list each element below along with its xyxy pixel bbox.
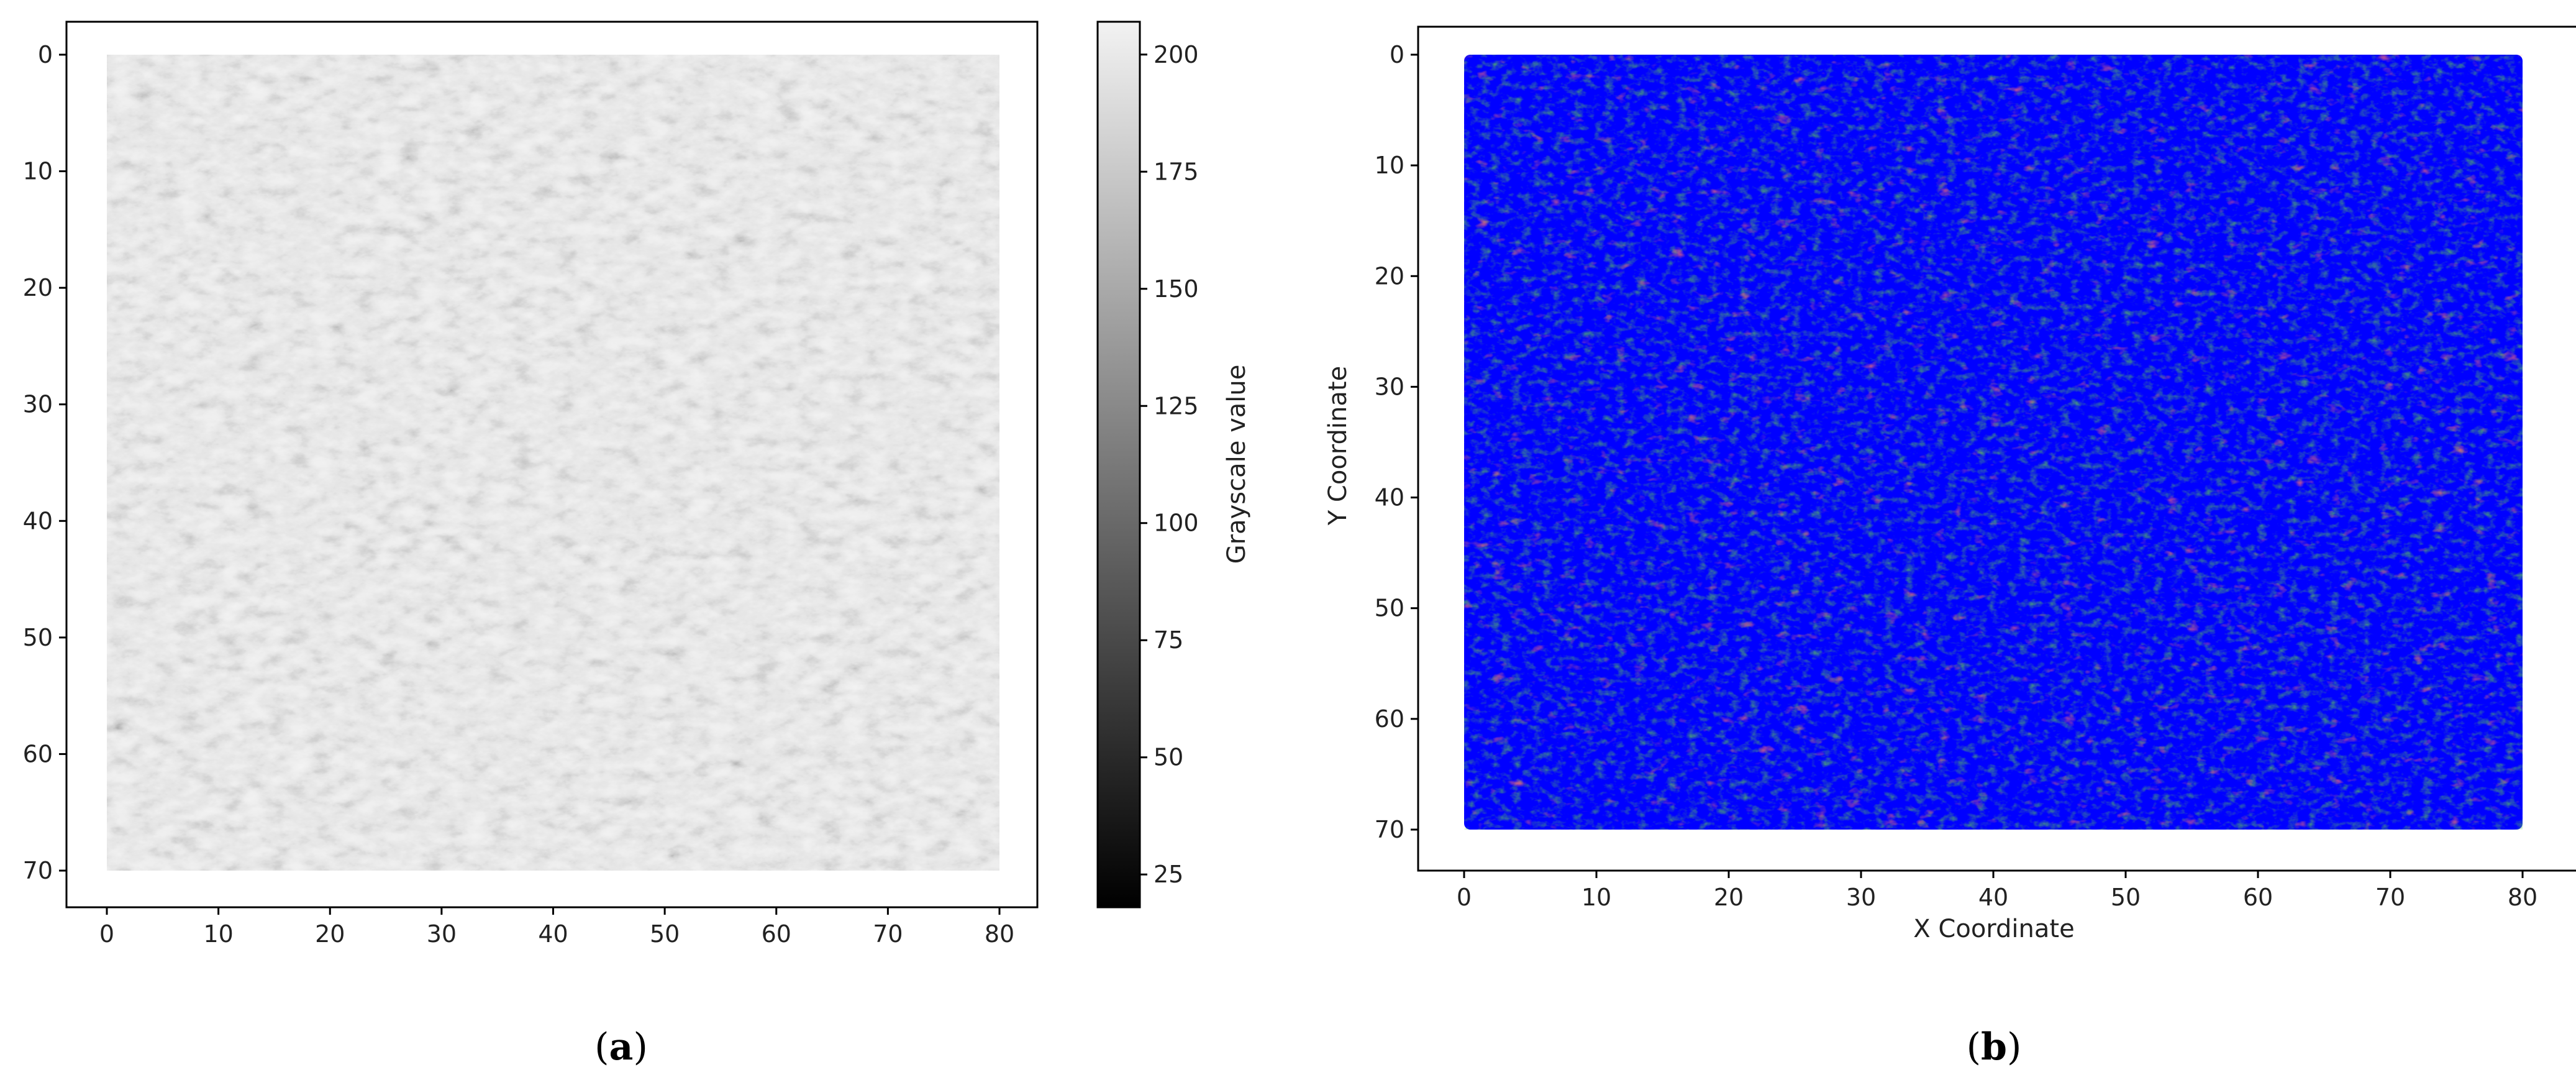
y-tick-label: 60 [23,740,53,767]
panel-b-scatter: 0 10 20 30 40 50 60 70 80 0 10 20 30 40 50 60 70 X Coor… [1324,25,2576,943]
panel-b-y-axis-label: Y Coordinate [1324,366,1352,526]
x-tick-label: 50 [2111,884,2141,911]
colorbar-tick-label: 200 [1154,41,1199,68]
x-tick-label: 30 [1846,884,1876,911]
y-tick-label: 50 [1375,595,1404,622]
x-tick-label: 30 [427,920,457,948]
x-tick-label: 70 [873,920,903,948]
panel-b-caption: (b) [1967,1025,2022,1069]
panel-a-colorbar [1096,21,1141,909]
panel-a-grayscale-image [107,55,999,871]
y-tick-label: 0 [1390,41,1404,68]
y-tick-label: 60 [1375,705,1404,733]
y-tick-label: 30 [23,391,53,418]
y-tick-label: 10 [23,158,53,185]
panel-a-colorbar-ticks: 25 50 75 100 125 150 175 200 [1140,41,1199,888]
x-tick-label: 20 [1714,884,1744,911]
colorbar-tick-label: 125 [1154,392,1199,419]
x-tick-label: 10 [203,920,233,948]
y-tick-label: 50 [23,624,53,651]
panel-a-y-ticks: 0 10 20 30 40 50 60 70 [23,41,66,884]
panel-b-points-red [1464,55,2523,830]
x-tick-label: 80 [2508,884,2537,911]
x-tick-label: 10 [1582,884,1611,911]
panel-a-colorbar-label: Grayscale value [1222,365,1251,564]
colorbar-tick-label: 50 [1154,744,1183,771]
x-tick-label: 70 [2375,884,2405,911]
colorbar-tick-label: 75 [1154,626,1183,654]
y-tick-label: 20 [1375,262,1404,290]
y-tick-label: 40 [1375,484,1404,511]
x-tick-label: 40 [1978,884,2008,911]
y-tick-label: 20 [23,274,53,301]
colorbar-tick-label: 25 [1154,861,1183,888]
x-tick-label: 60 [762,920,791,948]
x-tick-label: 0 [1457,884,1472,911]
x-tick-label: 80 [985,920,1014,948]
y-tick-label: 30 [1375,373,1404,400]
x-tick-label: 0 [99,920,114,948]
y-tick-label: 10 [1375,152,1404,179]
y-tick-label: 70 [1375,816,1404,843]
x-tick-label: 50 [650,920,680,948]
colorbar-tick-label: 150 [1154,275,1199,303]
y-tick-label: 70 [23,857,53,884]
panel-b-x-axis-label: X Coordinate [1913,915,2074,943]
panel-a-caption: (a) [594,1025,648,1069]
panel-a-heatmap: 0 10 20 30 40 50 60 70 80 0 10 20 30 40 50 60 70 25 50 75… [23,21,1251,948]
y-tick-label: 40 [23,507,53,534]
y-tick-label: 0 [38,41,53,68]
colorbar-tick-label: 175 [1154,158,1199,185]
x-tick-label: 40 [538,920,568,948]
panel-b-y-ticks: 0 10 20 30 40 50 60 70 [1375,41,1418,843]
x-tick-label: 60 [2243,884,2273,911]
panel-a-x-ticks: 0 10 20 30 40 50 60 70 80 [99,907,1014,948]
x-tick-label: 20 [315,920,345,948]
colorbar-tick-label: 100 [1154,510,1199,537]
panel-b-x-ticks: 0 10 20 30 40 50 60 70 80 [1457,871,2537,911]
